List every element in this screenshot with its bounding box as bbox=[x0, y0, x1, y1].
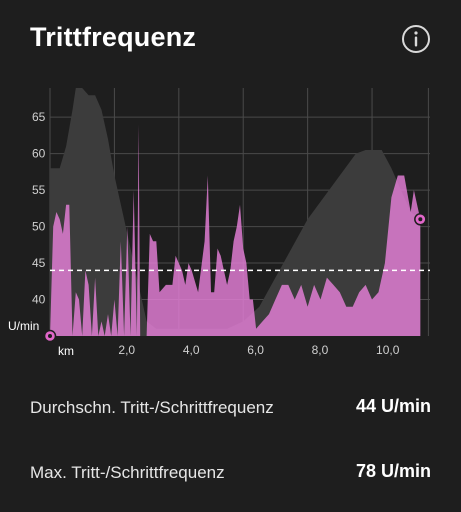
x-tick-label-2: 6,0 bbox=[247, 343, 264, 357]
elevation-area bbox=[50, 88, 421, 336]
x-tick-label-3: 8,0 bbox=[312, 343, 329, 357]
y-tick-label-3: 55 bbox=[32, 183, 46, 197]
y-axis-label: U/min bbox=[8, 319, 39, 333]
y-tick-label-5: 65 bbox=[32, 110, 46, 124]
y-tick-label-4: 60 bbox=[32, 147, 46, 161]
max-cadence-value: 78 U/min bbox=[355, 461, 431, 481]
max-cadence-label: Max. Tritt-/Schrittfrequenz bbox=[30, 463, 225, 482]
cadence-area bbox=[50, 124, 421, 336]
y-tick-label-2: 50 bbox=[32, 220, 46, 234]
x-tick-label-4: 10,0 bbox=[376, 343, 400, 357]
x-tick-label-1: 4,0 bbox=[183, 343, 200, 357]
x-tick-label-0: 2,0 bbox=[118, 343, 135, 357]
x-axis-label: km bbox=[58, 344, 74, 358]
y-tick-label-0: 40 bbox=[32, 293, 46, 307]
cadence-chart: 40 45 50 55 60 65 2,0 4,0 6,0 8,0 10,0 U/min km bbox=[8, 88, 430, 358]
info-circle-icon[interactable] bbox=[401, 24, 431, 54]
avg-cadence-value: 44 U/min bbox=[355, 396, 431, 416]
y-tick-label-1: 45 bbox=[32, 256, 46, 270]
avg-cadence-label: Durchschn. Tritt-/Schrittfrequenz bbox=[30, 398, 274, 417]
page-title: Trittfrequenz bbox=[30, 22, 197, 52]
